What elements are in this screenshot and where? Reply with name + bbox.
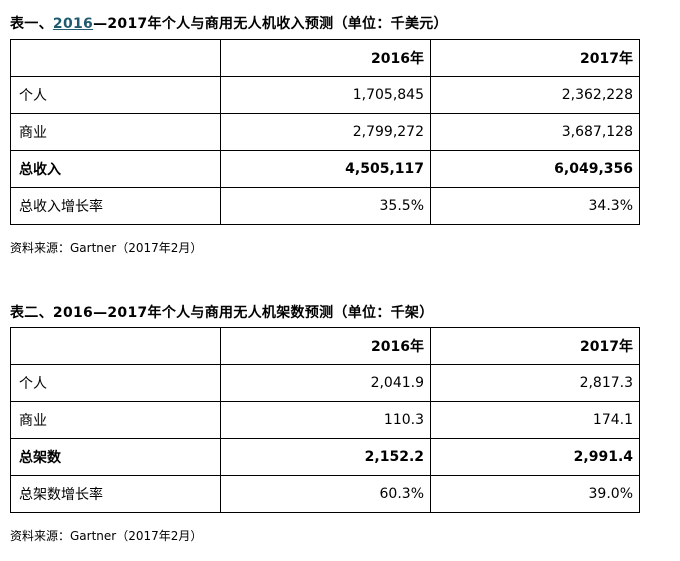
value-2017: 2,991.4 — [430, 438, 640, 476]
value-2016: 2,152.2 — [220, 438, 431, 476]
value-2016: 2,041.9 — [220, 364, 431, 402]
table1-caption: 表一、2016—2017年个人与商用无人机收入预测（单位：千美元） — [10, 13, 448, 33]
table-row: 个人 1,705,845 2,362,228 — [10, 76, 640, 114]
table1-caption-prefix: 表一、 — [10, 16, 53, 32]
value-2016: 4,505,117 — [220, 150, 431, 188]
table2-source-note: 资料来源：Gartner（2017年2月） — [10, 529, 203, 543]
table2-caption: 表二、2016—2017年个人与商用无人机架数预测（单位：千架） — [10, 305, 434, 321]
row-label: 总收入 — [10, 150, 221, 188]
table-row-total: 总收入 4,505,117 6,049,356 — [10, 150, 640, 188]
value-2017: 3,687,128 — [430, 113, 640, 151]
row-label: 商业 — [10, 401, 221, 439]
table-row: 个人 2,041.9 2,817.3 — [10, 364, 640, 402]
row-label: 个人 — [10, 364, 221, 402]
table-row: 商业 2,799,272 3,687,128 — [10, 113, 640, 151]
row-label: 总架数 — [10, 438, 221, 476]
table-header-row: 2016年 2017年 — [10, 39, 640, 77]
table1-caption-rest: —2017年个人与商用无人机收入预测（单位：千美元） — [93, 16, 448, 32]
table-header-cell: 2017年 — [430, 39, 640, 77]
value-2016: 60.3% — [220, 475, 431, 513]
value-2016: 35.5% — [220, 187, 431, 225]
table-row: 商业 110.3 174.1 — [10, 401, 640, 439]
row-label: 总收入增长率 — [10, 187, 221, 225]
value-2017: 2,362,228 — [430, 76, 640, 114]
table1-source-note: 资料来源：Gartner（2017年2月） — [10, 241, 203, 255]
table-header-cell: 2017年 — [430, 327, 640, 365]
table1-revenue-forecast: 2016年 2017年 个人 1,705,845 2,362,228 商业 2,… — [10, 39, 640, 225]
value-2017: 2,817.3 — [430, 364, 640, 402]
row-label: 总架数增长率 — [10, 475, 221, 513]
table-header-cell — [10, 327, 221, 365]
table2-units-forecast: 2016年 2017年 个人 2,041.9 2,817.3 商业 110.3 … — [10, 327, 640, 513]
table-header-cell — [10, 39, 221, 77]
value-2017: 39.0% — [430, 475, 640, 513]
table-row-total: 总架数 2,152.2 2,991.4 — [10, 438, 640, 476]
value-2016: 1,705,845 — [220, 76, 431, 114]
value-2016: 2,799,272 — [220, 113, 431, 151]
table-header-row: 2016年 2017年 — [10, 327, 640, 365]
table-row: 总架数增长率 60.3% 39.0% — [10, 475, 640, 513]
value-2017: 6,049,356 — [430, 150, 640, 188]
table1-caption-year-link[interactable]: 2016 — [52, 16, 94, 32]
table-row: 总收入增长率 35.5% 34.3% — [10, 187, 640, 225]
value-2016: 110.3 — [220, 401, 431, 439]
value-2017: 34.3% — [430, 187, 640, 225]
row-label: 商业 — [10, 113, 221, 151]
value-2017: 174.1 — [430, 401, 640, 439]
row-label: 个人 — [10, 76, 221, 114]
table-header-cell: 2016年 — [220, 39, 431, 77]
table-header-cell: 2016年 — [220, 327, 431, 365]
